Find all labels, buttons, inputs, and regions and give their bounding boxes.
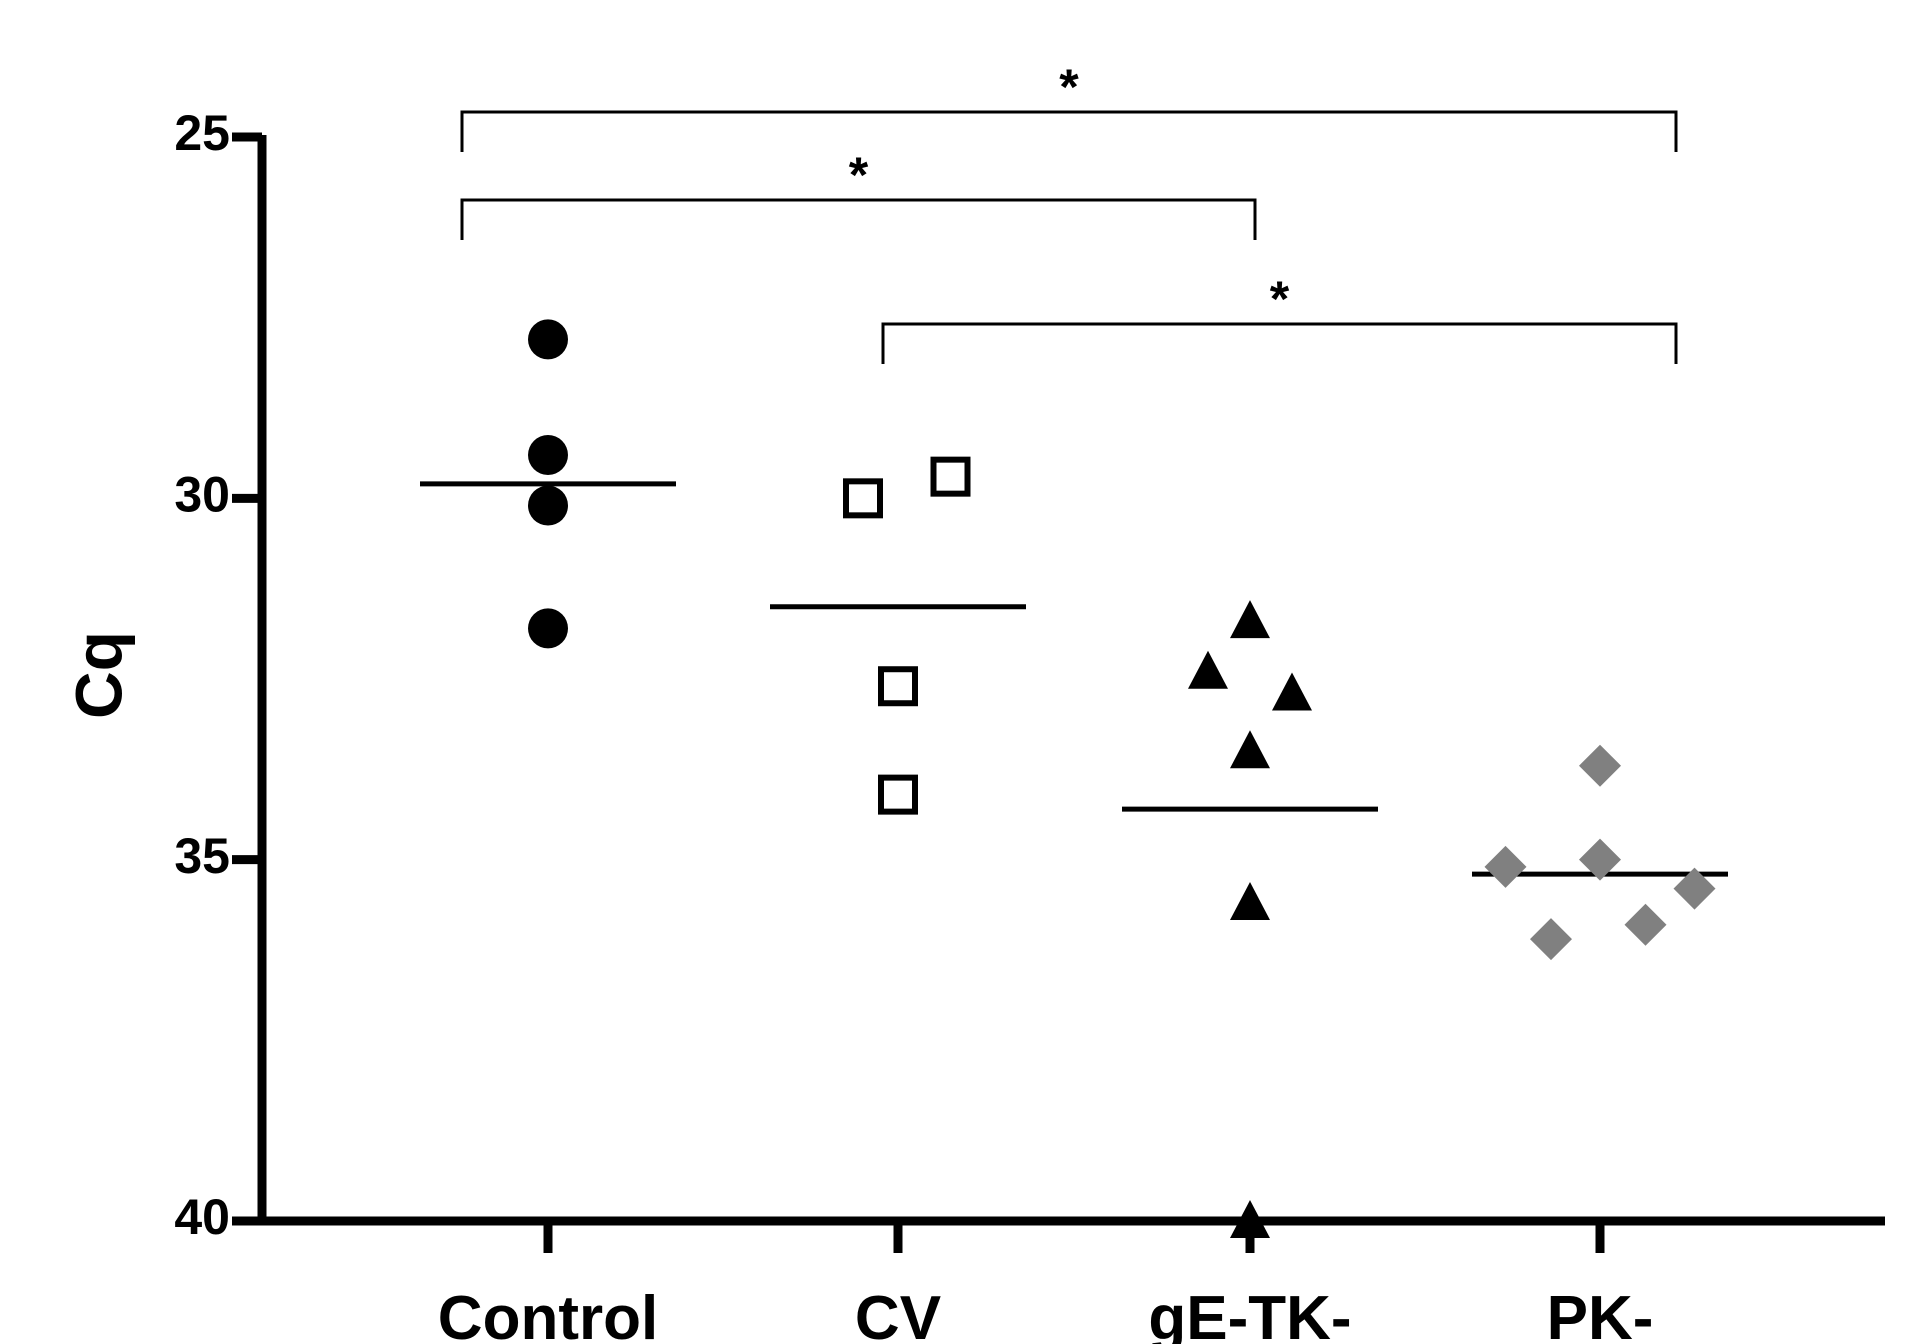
data-point-circle bbox=[528, 608, 568, 649]
data-point-diamond bbox=[1530, 918, 1572, 961]
data-point-square bbox=[878, 774, 918, 815]
significance-marker: * bbox=[849, 147, 869, 203]
data-point-circle bbox=[528, 319, 568, 360]
data-point-triangle bbox=[1230, 882, 1270, 921]
data-point-square bbox=[930, 456, 971, 497]
data-point-diamond bbox=[1579, 838, 1621, 881]
data-point-diamond bbox=[1624, 903, 1667, 946]
data-point-square bbox=[878, 666, 918, 707]
x-tick-label: Control bbox=[438, 1284, 658, 1344]
x-tick-label: PK- bbox=[1547, 1284, 1654, 1344]
data-point-triangle bbox=[1230, 730, 1270, 769]
data-point-diamond bbox=[1484, 845, 1527, 888]
axes: 25 30 35 40 Control CV gE-TK- PK- bbox=[174, 105, 1885, 1344]
significance-brackets: * * * bbox=[460, 59, 1678, 364]
significance-bracket bbox=[460, 198, 1257, 240]
x-tick-label: CV bbox=[855, 1284, 941, 1344]
data-point-triangle bbox=[1230, 600, 1270, 639]
y-axis-label: Cq bbox=[61, 631, 135, 719]
y-tick-label: 35 bbox=[174, 828, 230, 884]
data-point-diamond bbox=[1673, 867, 1716, 910]
significance-marker: * bbox=[1059, 59, 1079, 115]
significance-marker: * bbox=[1270, 271, 1290, 327]
data-point-circle bbox=[528, 485, 568, 526]
data-point-square bbox=[843, 478, 883, 519]
significance-bracket bbox=[881, 322, 1678, 364]
y-tick-label: 40 bbox=[174, 1189, 230, 1245]
data-point-triangle bbox=[1272, 672, 1312, 711]
x-tick-label: gE-TK- bbox=[1148, 1284, 1351, 1344]
y-tick-label: 30 bbox=[174, 467, 230, 523]
data-points bbox=[528, 319, 1716, 1238]
data-point-triangle bbox=[1188, 650, 1228, 689]
mean-lines bbox=[420, 481, 1728, 877]
data-point-circle bbox=[528, 434, 568, 475]
y-tick-label: 25 bbox=[174, 105, 230, 161]
significance-bracket bbox=[460, 110, 1678, 152]
data-point-triangle bbox=[1230, 1200, 1270, 1238]
data-point-diamond bbox=[1579, 744, 1621, 787]
